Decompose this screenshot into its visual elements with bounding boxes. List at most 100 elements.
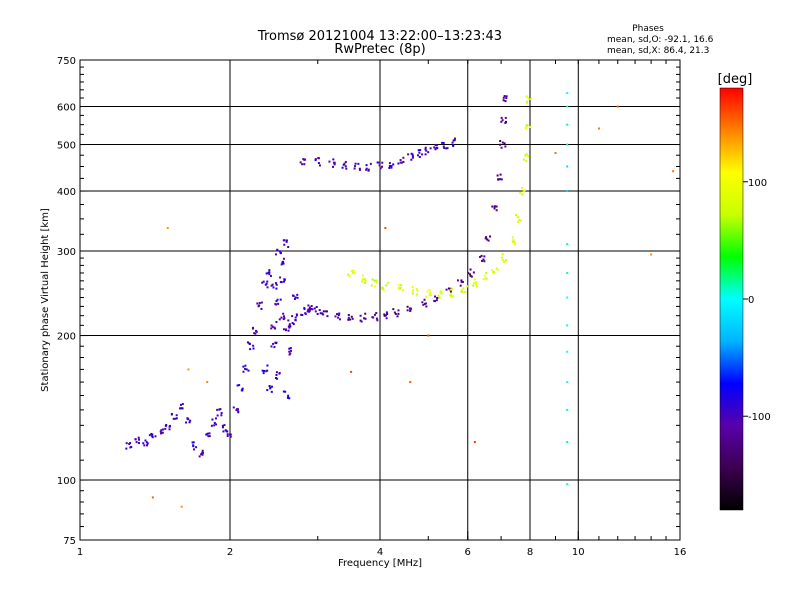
data-point (274, 253, 277, 256)
data-point (365, 168, 368, 171)
data-point (483, 255, 486, 258)
data-point (385, 311, 388, 314)
data-point (138, 438, 141, 441)
data-point (165, 423, 168, 426)
x-tick-label: 8 (527, 547, 533, 558)
data-point (238, 384, 241, 387)
data-point (388, 162, 391, 165)
data-point (427, 334, 430, 337)
data-point (282, 280, 285, 283)
data-point (287, 394, 290, 397)
data-point (460, 290, 463, 293)
data-point (438, 296, 441, 299)
data-point (423, 302, 426, 305)
data-point (566, 143, 569, 146)
data-point (400, 284, 403, 287)
data-point (364, 312, 367, 315)
data-point (269, 387, 272, 390)
data-point (318, 309, 321, 312)
data-point (397, 284, 400, 287)
data-point (321, 312, 324, 315)
data-point (145, 441, 148, 444)
data-point (252, 347, 255, 350)
stats-line-o: mean, sd,O: -92.1, 16.6 (607, 35, 714, 45)
data-point (161, 431, 164, 434)
data-point (307, 310, 310, 313)
data-point (566, 105, 569, 108)
data-point (221, 424, 224, 427)
data-point (241, 388, 244, 391)
data-point (370, 284, 373, 287)
data-point (266, 286, 269, 289)
data-point (288, 397, 291, 400)
data-point (151, 433, 154, 436)
data-point (498, 178, 501, 181)
data-point (500, 146, 503, 149)
data-point (148, 434, 151, 437)
data-point (307, 304, 310, 307)
data-point (160, 432, 163, 435)
data-point (354, 162, 357, 165)
data-point (416, 154, 419, 157)
data-point (283, 315, 286, 318)
data-point (322, 310, 325, 313)
data-point (390, 166, 393, 169)
colorbar-label: [deg] (718, 72, 753, 87)
data-point (268, 271, 271, 274)
data-point (282, 260, 285, 263)
data-point (442, 145, 445, 148)
data-point (521, 193, 524, 196)
data-point (360, 320, 363, 323)
data-point (412, 289, 415, 292)
data-point (235, 409, 238, 412)
data-point (359, 319, 362, 322)
data-point (218, 408, 221, 411)
data-point (336, 313, 339, 316)
chart-subtitle: RwPretec (8p) (334, 42, 425, 57)
data-point (192, 448, 195, 451)
data-point (201, 453, 204, 456)
data-point (485, 272, 488, 275)
data-point (208, 432, 211, 435)
data-point (411, 292, 414, 295)
data-point (376, 161, 379, 164)
data-point (379, 167, 382, 170)
data-point (135, 441, 138, 444)
data-point (566, 483, 569, 486)
data-point (375, 312, 378, 315)
data-point (221, 426, 224, 429)
data-point (415, 288, 418, 291)
data-point (425, 305, 428, 308)
data-point (401, 289, 404, 292)
data-point (342, 163, 345, 166)
data-point (381, 287, 384, 290)
data-point (384, 227, 387, 230)
data-point (495, 205, 498, 208)
data-point (499, 139, 502, 142)
data-point (385, 314, 388, 317)
data-point (279, 298, 282, 301)
series-group (151, 105, 675, 508)
data-point (314, 159, 317, 162)
colorbar-tick-label: 100 (748, 178, 767, 189)
data-point (271, 325, 274, 328)
data-point (492, 271, 495, 274)
data-point (390, 165, 393, 168)
data-point (286, 396, 289, 399)
data-point (172, 417, 175, 420)
data-point (348, 275, 351, 278)
data-point (296, 293, 299, 296)
data-point (597, 127, 600, 130)
data-point (447, 287, 450, 290)
data-point (449, 290, 452, 293)
data-point (179, 407, 182, 410)
data-point (566, 165, 569, 168)
data-point (223, 424, 226, 427)
data-point (317, 162, 320, 165)
data-point (435, 299, 438, 302)
data-point (282, 312, 285, 315)
data-point (213, 424, 216, 427)
data-point (485, 236, 488, 239)
data-point (500, 256, 503, 259)
data-point (445, 288, 448, 291)
